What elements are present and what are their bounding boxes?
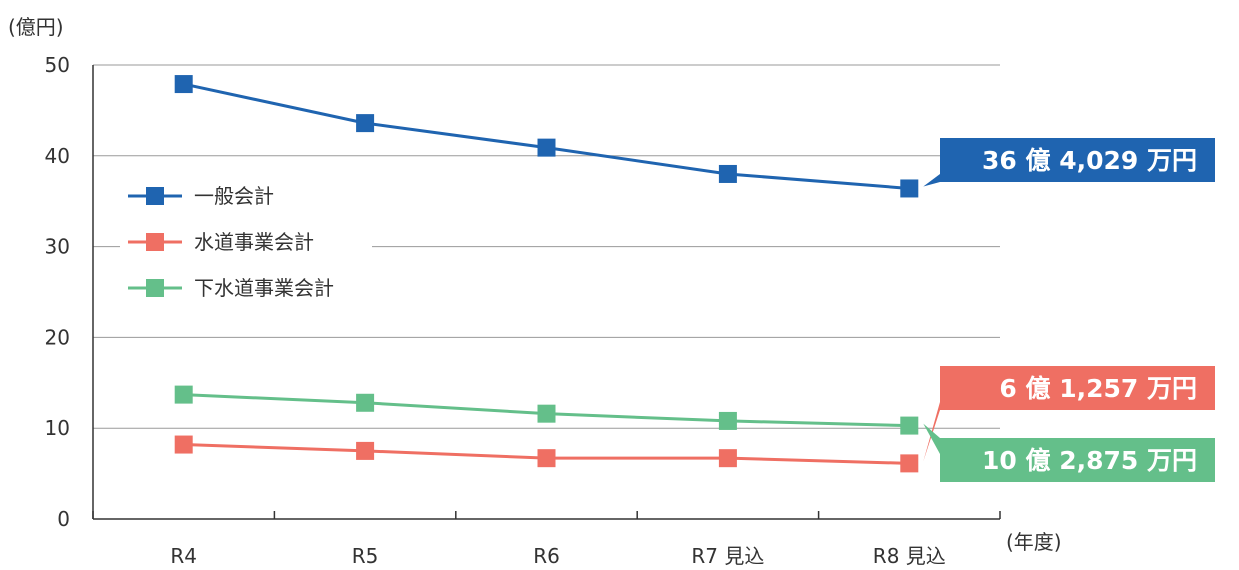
data-point-marker xyxy=(718,164,737,183)
legend-label: 水道事業会計 xyxy=(194,230,314,254)
callout-box xyxy=(940,138,1215,182)
legend-swatch-marker xyxy=(146,233,164,251)
y-tick-label: 50 xyxy=(45,53,70,77)
data-point-marker xyxy=(356,393,375,412)
data-point-marker xyxy=(537,138,556,157)
x-tick-label: R7 見込 xyxy=(691,544,764,568)
callout-box xyxy=(940,438,1215,482)
legend-label: 下水道事業会計 xyxy=(194,276,334,300)
x-tick-label: R6 xyxy=(533,544,560,568)
y-tick-label: 30 xyxy=(45,235,70,259)
data-point-marker xyxy=(900,179,919,198)
x-tick-labels: R4 R5 R6 R7 見込 R8 見込 xyxy=(170,544,945,568)
callout-pointer xyxy=(923,423,940,454)
legend-swatch-marker xyxy=(146,187,164,205)
data-point-marker xyxy=(174,435,193,454)
data-point-marker xyxy=(356,441,375,460)
legend-swatch-marker xyxy=(146,279,164,297)
y-tick-label: 0 xyxy=(57,507,70,531)
y-tick-label: 40 xyxy=(45,144,70,168)
data-point-marker xyxy=(174,385,193,404)
x-axis-unit: (年度) xyxy=(1006,530,1062,554)
data-point-marker xyxy=(900,454,919,473)
data-point-marker xyxy=(356,114,375,133)
callout-label: 10 億 2,875 万円 xyxy=(982,446,1197,475)
data-point-marker xyxy=(174,75,193,94)
x-tick-label: R8 見込 xyxy=(873,544,946,568)
data-point-marker xyxy=(537,404,556,423)
data-point-marker xyxy=(718,449,737,468)
callout-pointer xyxy=(923,174,940,187)
x-tick-label: R4 xyxy=(170,544,197,568)
data-point-marker xyxy=(537,449,556,468)
callouts: 36 億 4,029 万円 6 億 1,257 万円 10 億 2,875 万円 xyxy=(923,138,1215,482)
y-axis-unit: (億円) xyxy=(8,15,64,39)
data-point-marker xyxy=(900,416,919,435)
callout-box xyxy=(940,366,1215,410)
callout-label: 36 億 4,029 万円 xyxy=(982,146,1197,175)
series xyxy=(174,75,919,473)
y-tick-label: 10 xyxy=(45,416,70,440)
y-tick-labels: 0 10 20 30 40 50 xyxy=(45,53,70,531)
callout-label: 6 億 1,257 万円 xyxy=(999,374,1197,403)
data-point-marker xyxy=(718,411,737,430)
x-tick-label: R5 xyxy=(352,544,379,568)
y-tick-label: 20 xyxy=(45,325,70,349)
axes xyxy=(92,65,1001,520)
legend-label: 一般会計 xyxy=(194,184,274,208)
